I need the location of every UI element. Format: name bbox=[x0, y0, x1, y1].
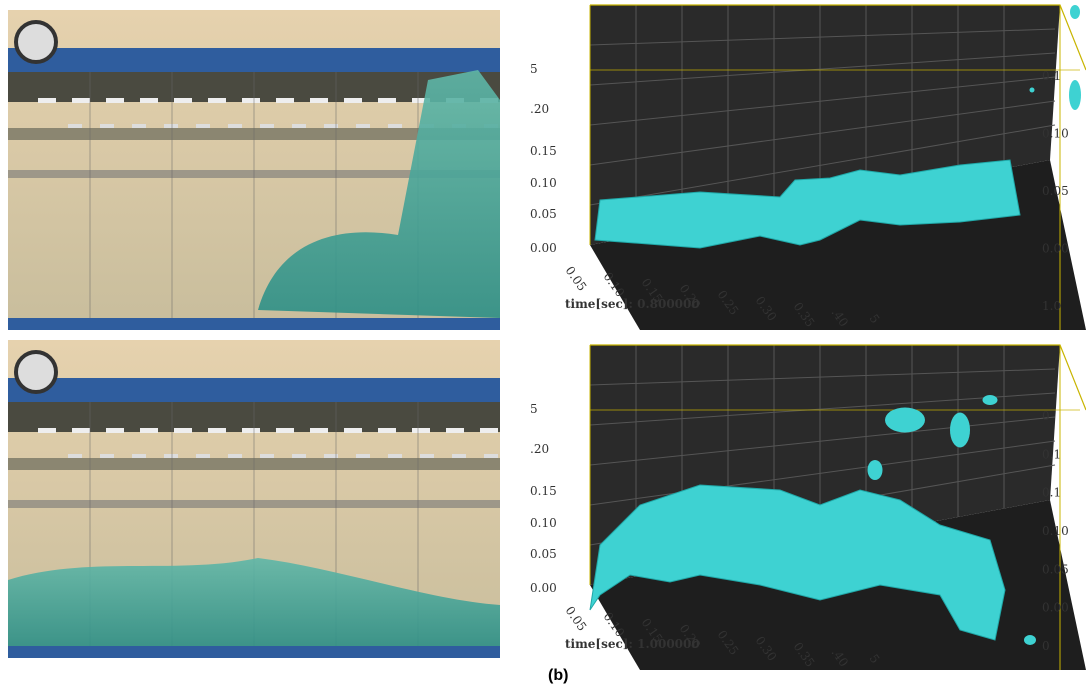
rail-mark bbox=[100, 454, 114, 458]
rail-mark bbox=[310, 428, 328, 433]
rail-mark bbox=[378, 428, 396, 433]
y-tick-label: 0.10 bbox=[530, 176, 557, 190]
clock bbox=[16, 352, 56, 392]
right-tick-label: 0 bbox=[1042, 639, 1050, 653]
tank-bottom bbox=[8, 646, 500, 658]
y-tick-label: 0.00 bbox=[530, 581, 557, 595]
fluid-spray bbox=[1069, 80, 1081, 110]
right-tick-label: 0.05 bbox=[1042, 562, 1069, 576]
fluid-spray bbox=[868, 460, 883, 480]
rail-mark bbox=[292, 124, 306, 128]
rail-mark bbox=[378, 98, 396, 103]
rail-mark bbox=[242, 428, 260, 433]
rail-mark bbox=[38, 428, 56, 433]
rail-mark bbox=[68, 124, 82, 128]
right-tick-label: 0.05 bbox=[1042, 184, 1069, 198]
rail-mark bbox=[420, 454, 434, 458]
right-tick-label: 0.1 bbox=[1042, 486, 1061, 500]
rail-mark bbox=[228, 454, 242, 458]
rail-mark bbox=[388, 454, 402, 458]
rail-mark bbox=[356, 124, 370, 128]
rail-mark bbox=[164, 454, 178, 458]
rail-mark bbox=[276, 428, 294, 433]
y-tick-label: 5 bbox=[530, 62, 538, 76]
rail-mark bbox=[68, 454, 82, 458]
rail-mark bbox=[310, 98, 328, 103]
rail-mark bbox=[174, 98, 192, 103]
rail-mark bbox=[140, 428, 158, 433]
page: (b) 5.200.150.100.050.000.050.100.150.20… bbox=[0, 0, 1086, 686]
y-tick-label: 0.05 bbox=[530, 207, 557, 221]
rail-mark bbox=[344, 428, 362, 433]
tank-top-bar bbox=[8, 48, 500, 72]
y-tick-label: 0.15 bbox=[530, 484, 557, 498]
rail-mark bbox=[344, 98, 362, 103]
figure: (b) 5.200.150.100.050.000.050.100.150.20… bbox=[0, 0, 1086, 686]
right-tick-label: 0.1 bbox=[1042, 69, 1061, 83]
fluid-spray bbox=[983, 395, 998, 405]
fluid-spray bbox=[1070, 5, 1080, 19]
rail-mark bbox=[106, 98, 124, 103]
y-tick-label: .20 bbox=[530, 102, 549, 116]
rail-mark bbox=[132, 124, 146, 128]
right-tick-label: 0.1 bbox=[1042, 447, 1061, 461]
y-tick-label: 5 bbox=[530, 402, 538, 416]
fluid-spray bbox=[885, 408, 925, 433]
rail-mark bbox=[480, 428, 498, 433]
right-tick-label: 0.10 bbox=[1042, 127, 1069, 141]
rail-mark bbox=[452, 454, 466, 458]
rail-mark bbox=[164, 124, 178, 128]
rail-mark bbox=[196, 124, 210, 128]
rail-mark bbox=[412, 428, 430, 433]
rail-mark bbox=[106, 428, 124, 433]
tank-bottom bbox=[8, 318, 500, 330]
x-tick-label: 0.05 bbox=[563, 264, 590, 294]
right-tick-label: 0.00 bbox=[1042, 601, 1069, 615]
rail-mark bbox=[276, 98, 294, 103]
rail-mark bbox=[356, 454, 370, 458]
rail-mark bbox=[242, 98, 260, 103]
rail-mark bbox=[100, 124, 114, 128]
y-tick-label: 0.10 bbox=[530, 516, 557, 530]
right-tick-label: 0 bbox=[1042, 409, 1050, 423]
fluid-spray bbox=[1024, 635, 1036, 645]
rail-mark bbox=[196, 454, 210, 458]
right-tick-label: 0.00 bbox=[1042, 242, 1069, 256]
rail-mark bbox=[260, 124, 274, 128]
fluid-spray bbox=[950, 413, 970, 448]
y-tick-label: .20 bbox=[530, 442, 549, 456]
fluid-spray bbox=[1030, 88, 1035, 93]
rail-mark bbox=[484, 454, 498, 458]
rail-mark bbox=[140, 98, 158, 103]
rail-mark bbox=[260, 454, 274, 458]
y-tick-label: 0.00 bbox=[530, 241, 557, 255]
tank-top-bar bbox=[8, 378, 500, 402]
y-tick-label: 0.15 bbox=[530, 144, 557, 158]
time-label: time[sec]: 0.800000 bbox=[565, 297, 700, 311]
x-tick-label: 0.05 bbox=[563, 604, 590, 634]
rail-mark bbox=[446, 428, 464, 433]
time-label: time[sec]: 1.000000 bbox=[565, 637, 700, 651]
rail-mark bbox=[72, 428, 90, 433]
rail-mark bbox=[72, 98, 90, 103]
clock bbox=[16, 22, 56, 62]
rail-mark bbox=[38, 98, 56, 103]
rail-mark bbox=[228, 124, 242, 128]
rail-mark bbox=[174, 428, 192, 433]
rail-mark bbox=[208, 428, 226, 433]
rail-mark bbox=[132, 454, 146, 458]
caption: (b) bbox=[548, 667, 568, 684]
right-tick-label: 0.10 bbox=[1042, 524, 1069, 538]
right-tick-label: 1.0 bbox=[1042, 299, 1061, 313]
y-tick-label: 0.05 bbox=[530, 547, 557, 561]
rail-mark bbox=[292, 454, 306, 458]
rail-mark bbox=[208, 98, 226, 103]
rail-mark bbox=[388, 124, 402, 128]
